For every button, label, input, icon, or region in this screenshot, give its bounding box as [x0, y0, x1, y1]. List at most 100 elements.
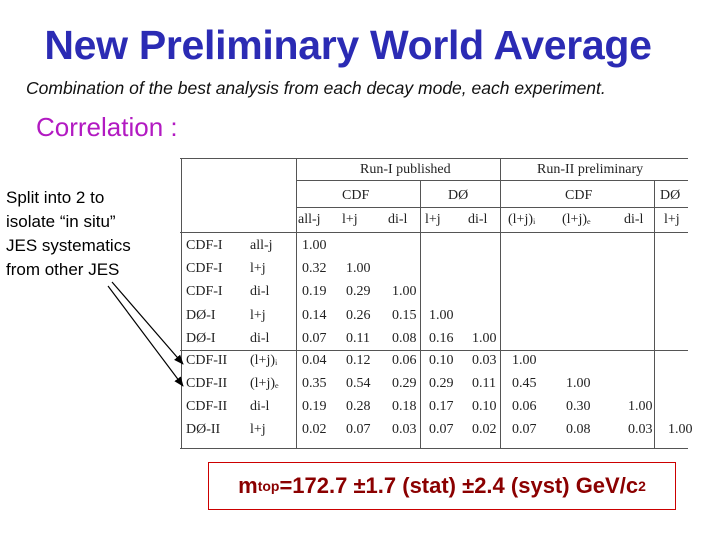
- table-vertical-rule: [420, 180, 421, 448]
- table-cell: 0.07: [302, 331, 327, 346]
- result-lead: m: [238, 473, 258, 498]
- table-row-mode: l+j: [250, 308, 266, 323]
- table-group-header: Run-II preliminary: [537, 162, 644, 177]
- table-column-header: di-l: [624, 212, 644, 227]
- table-cell: 0.12: [346, 353, 371, 368]
- table-cell: 1.00: [566, 376, 591, 391]
- table-cell: 1.00: [346, 261, 371, 276]
- section-heading: Correlation :: [36, 112, 178, 142]
- table-cell: 0.03: [628, 422, 653, 437]
- side-note-line: from other JES: [6, 260, 120, 279]
- table-row-mode: (l+j)ₑ: [250, 376, 279, 391]
- table-column-header: di-l: [468, 212, 488, 227]
- table-cell: 0.16: [429, 331, 454, 346]
- table-cell: 0.07: [512, 422, 537, 437]
- table-group-header: Run-I published: [360, 162, 451, 177]
- table-cell: 0.02: [302, 422, 327, 437]
- table-vertical-rule: [654, 180, 655, 448]
- table-horizontal-rule: [296, 180, 688, 181]
- result-superscript: 2: [638, 478, 646, 494]
- table-vertical-rule: [296, 158, 297, 448]
- table-row-experiment: CDF-I: [186, 238, 223, 253]
- table-cell: 0.14: [302, 308, 327, 323]
- table-row-experiment: CDF-II: [186, 376, 228, 391]
- table-experiment-header: DØ: [448, 188, 469, 203]
- table-cell: 0.07: [346, 422, 371, 437]
- table-cell: 1.00: [429, 308, 454, 323]
- table-cell: 0.26: [346, 308, 371, 323]
- table-experiment-header: CDF: [342, 188, 370, 203]
- table-column-header: di-l: [388, 212, 408, 227]
- table-cell: 0.03: [392, 422, 417, 437]
- table-row-mode: di-l: [250, 331, 270, 346]
- table-cell: 0.08: [392, 331, 417, 346]
- table-cell: 0.10: [429, 353, 454, 368]
- table-row-experiment: DØ-II: [186, 422, 221, 437]
- table-row-mode: l+j: [250, 261, 266, 276]
- side-note-line: JES systematics: [6, 236, 131, 255]
- table-cell: 0.11: [472, 376, 496, 391]
- table-horizontal-rule: [180, 350, 688, 351]
- table-horizontal-rule: [180, 448, 688, 449]
- table-row-mode: di-l: [250, 284, 270, 299]
- table-cell: 0.45: [512, 376, 537, 391]
- mtop-result: m top =172.7 ±1.7 (stat) ±2.4 (syst) GeV/c…: [208, 462, 676, 510]
- table-column-header: l+j: [425, 212, 441, 227]
- table-cell: 0.06: [512, 399, 537, 414]
- table-cell: 0.54: [346, 376, 371, 391]
- side-note-line: Split into 2 to: [6, 188, 105, 207]
- table-experiment-header: DØ: [660, 188, 681, 203]
- table-cell: 0.02: [472, 422, 497, 437]
- table-row-experiment: DØ-I: [186, 331, 216, 346]
- table-column-header: all-j: [298, 212, 321, 227]
- table-row-mode: di-l: [250, 399, 270, 414]
- table-row-mode: all-j: [250, 238, 273, 253]
- slide-subtitle: Combination of the best analysis from ea…: [26, 78, 606, 98]
- table-cell: 0.28: [346, 399, 371, 414]
- table-horizontal-rule: [180, 158, 688, 159]
- table-cell: 0.18: [392, 399, 417, 414]
- slide-title: New Preliminary World Average: [44, 22, 652, 68]
- table-row-mode: l+j: [250, 422, 266, 437]
- result-body: =172.7 ±1.7 (stat) ±2.4 (syst) GeV/c: [279, 473, 639, 498]
- table-row-experiment: CDF-II: [186, 399, 228, 414]
- table-cell: 0.08: [566, 422, 591, 437]
- table-column-header: (l+j)ᵢ: [508, 212, 536, 227]
- table-vertical-rule: [500, 158, 501, 448]
- table-cell: 0.30: [566, 399, 591, 414]
- table-cell: 1.00: [628, 399, 653, 414]
- table-cell: 1.00: [472, 331, 497, 346]
- correlation-table: Run-I published Run-II preliminary CDF DØ CD…: [180, 152, 693, 450]
- table-vertical-rule: [181, 158, 182, 448]
- table-horizontal-rule: [180, 232, 688, 233]
- table-cell: 0.35: [302, 376, 327, 391]
- table-row-experiment: CDF-I: [186, 261, 223, 276]
- table-cell: 0.19: [302, 284, 327, 299]
- table-column-header: l+j: [342, 212, 358, 227]
- table-column-header: (l+j)ₑ: [562, 212, 591, 227]
- table-row-experiment: DØ-I: [186, 308, 216, 323]
- table-experiment-header: CDF: [565, 188, 593, 203]
- table-cell: 0.17: [429, 399, 454, 414]
- table-cell: 0.07: [429, 422, 454, 437]
- table-cell: 0.15: [392, 308, 417, 323]
- side-note-line: isolate “in situ”: [6, 212, 116, 231]
- table-cell: 0.10: [472, 399, 497, 414]
- table-cell: 1.00: [512, 353, 537, 368]
- table-cell: 0.03: [472, 353, 497, 368]
- table-cell: 1.00: [302, 238, 327, 253]
- table-cell: 1.00: [668, 422, 693, 437]
- table-cell: 0.06: [392, 353, 417, 368]
- table-cell: 0.29: [346, 284, 371, 299]
- table-row-experiment: CDF-II: [186, 353, 228, 368]
- table-cell: 0.11: [346, 331, 370, 346]
- table-cell: 0.32: [302, 261, 327, 276]
- table-horizontal-rule: [296, 207, 688, 208]
- side-note: Split into 2 to isolate “in situ” JES sy…: [6, 186, 176, 282]
- table-column-header: l+j: [664, 212, 680, 227]
- table-cell: 0.04: [302, 353, 327, 368]
- table-cell: 0.19: [302, 399, 327, 414]
- table-row-mode: (l+j)ᵢ: [250, 353, 278, 368]
- result-subscript: top: [257, 478, 280, 494]
- table-cell: 0.29: [392, 376, 417, 391]
